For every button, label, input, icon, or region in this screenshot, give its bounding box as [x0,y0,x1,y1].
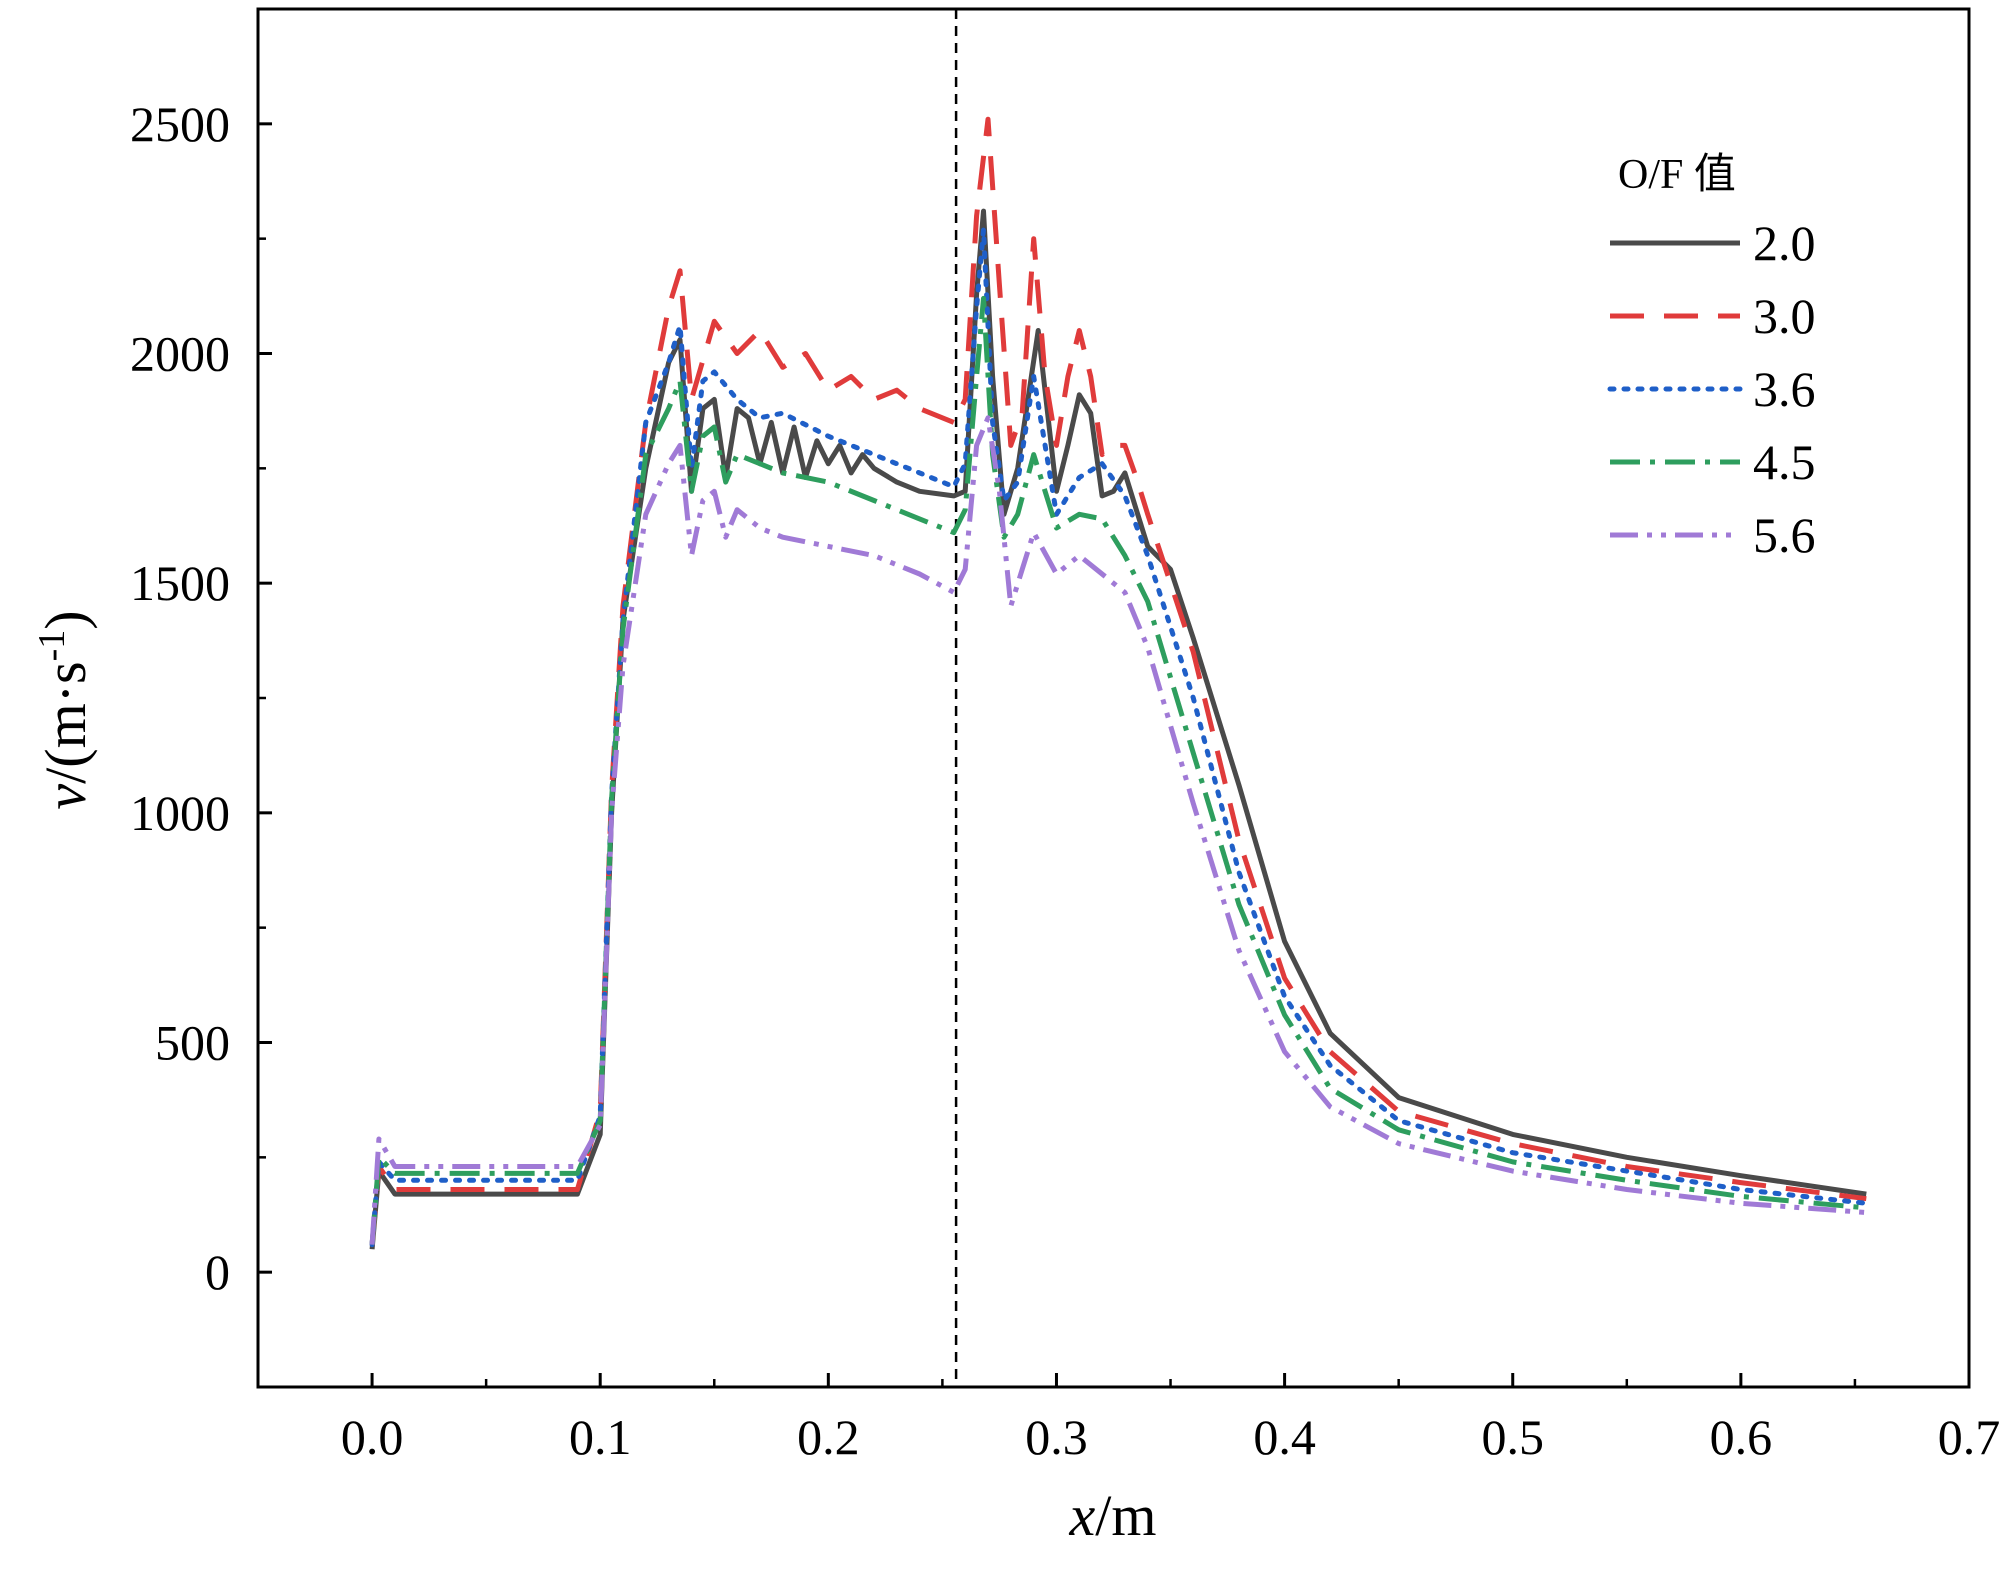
legend-label-2.0: 2.0 [1753,215,1816,271]
x-tick-label: 0.0 [341,1409,404,1465]
legend-label-5.6: 5.6 [1753,507,1816,563]
legend-title: O/F 值 [1618,152,1736,198]
x-tick-label: 0.3 [1025,1409,1088,1465]
series-line-4.5 [369,295,1867,1245]
series-line-5.6 [369,415,1867,1245]
y-axis-ticks: 0 500 1000 1500 2000 2500 [130,7,272,1389]
legend-label-4.5: 4.5 [1753,434,1816,490]
x-tick-label: 0.7 [1938,1409,2000,1465]
legend-label-3.6: 3.6 [1753,361,1816,417]
y-tick-label: 1000 [130,785,230,841]
x-axis-ticks: 0.0 0.1 0.2 0.3 0.4 0.5 0.6 0.7 [341,1373,2000,1465]
series-line-3.6 [369,227,1869,1248]
y-axis-title: v/(m·s-1) [31,610,98,809]
series-line-3.0 [369,116,1867,1245]
legend: O/F 值 2.0 3.0 3.6 4.5 5.6 [1607,152,1816,563]
y-tick-label: 0 [205,1244,230,1300]
y-tick-label: 500 [155,1015,230,1071]
x-tick-label: 0.6 [1710,1409,1773,1465]
series-group [369,116,1869,1250]
y-tick-label: 2000 [130,326,230,382]
x-tick-label: 0.1 [569,1409,632,1465]
legend-label-3.0: 3.0 [1753,288,1816,344]
series-line-2.0 [369,208,1867,1250]
y-tick-label: 2500 [130,96,230,152]
y-tick-label: 1500 [130,555,230,611]
x-tick-label: 0.2 [797,1409,860,1465]
x-tick-label: 0.4 [1253,1409,1316,1465]
x-axis-title: x/m [1069,1483,1157,1548]
x-tick-label: 0.5 [1481,1409,1544,1465]
